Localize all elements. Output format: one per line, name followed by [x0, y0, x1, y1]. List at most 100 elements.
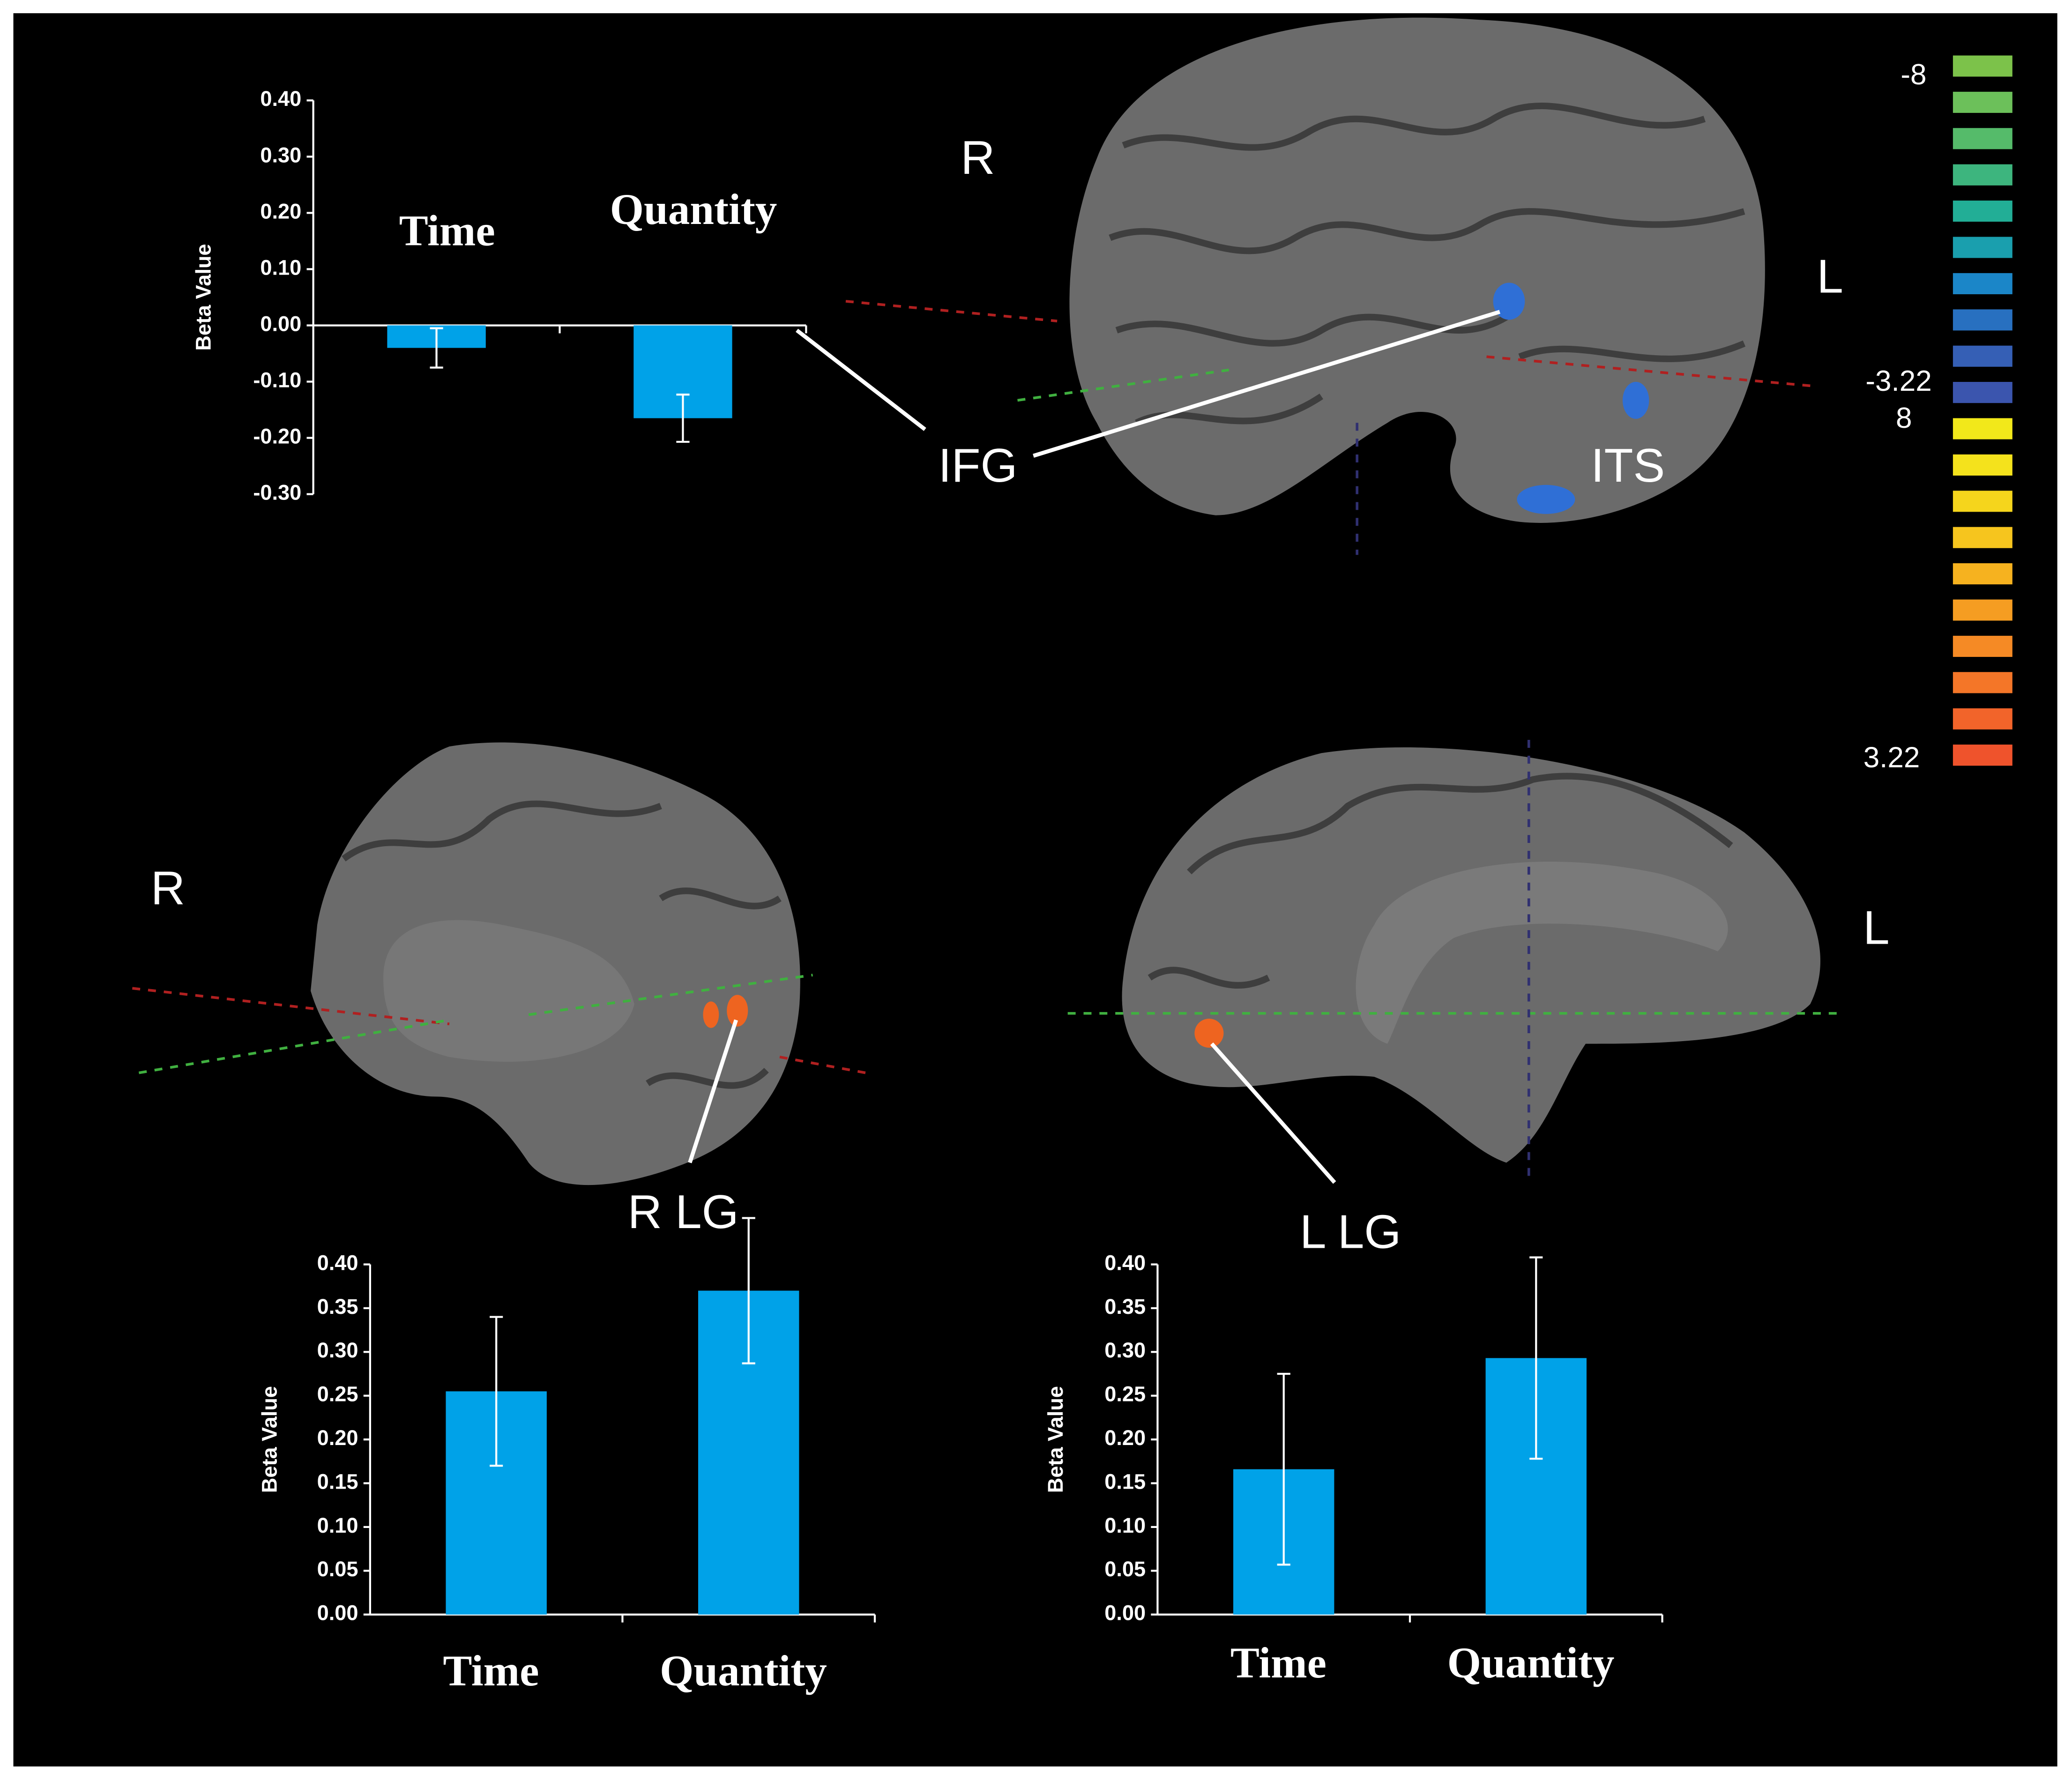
error-bar [1529, 1256, 1543, 1460]
leader-line [688, 1019, 738, 1163]
error-bar [1277, 1372, 1290, 1566]
brain-medial [1356, 861, 1728, 1044]
leader-line [1033, 310, 1500, 458]
y-tick-label: 0.25 [317, 1382, 358, 1406]
brain-bottom-left [132, 742, 866, 1185]
y-tick-label: 0.40 [317, 1251, 358, 1274]
colorbar-label: -8 [1901, 59, 1926, 91]
colorbar-swatch [1953, 599, 2012, 621]
category-label: Quantity [660, 1647, 827, 1695]
y-tick-label: 0.30 [1104, 1338, 1146, 1362]
y-tick-label: -0.20 [253, 424, 301, 448]
activation-blob [727, 995, 748, 1027]
y-tick-label: 0.40 [1104, 1251, 1146, 1274]
y-tick-label: 0.20 [317, 1426, 358, 1450]
brain-surface [1122, 747, 1820, 1163]
bar-chart: 0.00 0.05 0.10 0.15 0.20 0.25 0.30 0.35 0.40 Beta… [257, 1217, 876, 1695]
category-label: Time [443, 1647, 539, 1695]
brain-top [845, 17, 1811, 555]
y-tick-label: 0.15 [1104, 1469, 1146, 1493]
activation-blob [1194, 1019, 1224, 1048]
crosshair [132, 987, 450, 1026]
annotation: R [151, 861, 185, 915]
colorbar-swatch [1953, 201, 2012, 222]
brain-gyri [1109, 102, 1746, 426]
annotation: IFG [938, 439, 1017, 492]
annotation: L LG [1300, 1205, 1401, 1258]
y-tick-label: 0.10 [317, 1513, 358, 1537]
crosshair [138, 1019, 450, 1074]
y-tick-label: 0.40 [260, 87, 301, 111]
colorbar-swatch [1953, 55, 2012, 77]
y-tick-label: 0.20 [260, 199, 301, 223]
activation-blob [1493, 283, 1525, 320]
leader-lines [688, 310, 1500, 1184]
y-axis-title: Beta Value [191, 244, 215, 350]
colorbar-swatch [1953, 491, 2012, 512]
y-axis-title: Beta Value [257, 1386, 281, 1493]
colorbar-label: -3.22 [1865, 365, 1931, 397]
y-tick-label: 0.30 [317, 1338, 358, 1362]
error-bar [676, 393, 690, 443]
y-tick-label: 0.00 [317, 1601, 358, 1625]
colorbar-swatch [1953, 345, 2012, 367]
colorbar-swatch [1953, 563, 2012, 585]
category-label: Quantity [1447, 1639, 1615, 1687]
annotation: ITS [1591, 439, 1665, 492]
colorbar-swatch [1953, 635, 2012, 657]
colorbar-swatch [1953, 527, 2012, 548]
error-bar [490, 1316, 503, 1467]
y-tick-label: -0.10 [253, 368, 301, 392]
category-label: Quantity [610, 186, 777, 234]
annotation: R LG [628, 1185, 739, 1238]
colorbar-swatch [1953, 454, 2012, 476]
colorbar-swatch [1953, 382, 2012, 403]
colorbar-swatch [1953, 745, 2012, 766]
crosshair [1017, 368, 1230, 402]
crosshair [1486, 355, 1811, 387]
colorbar-swatch [1953, 418, 2012, 440]
error-bar [430, 327, 443, 369]
colorbar-swatch [1953, 237, 2012, 258]
colorbar-swatch [1953, 128, 2012, 149]
annotation: R [961, 131, 995, 184]
y-tick-label: 0.00 [1104, 1601, 1146, 1625]
y-tick-label: -0.30 [253, 481, 301, 505]
bar-chart: 0.00 0.05 0.10 0.15 0.20 0.25 0.30 0.35 0.40 Beta… [1043, 1251, 1663, 1687]
y-tick-label: 0.35 [1104, 1295, 1146, 1319]
y-tick-label: 0.05 [1104, 1557, 1146, 1581]
category-label: Time [1230, 1639, 1327, 1687]
annotation: L [1817, 250, 1843, 303]
y-tick-label: 0.00 [260, 312, 301, 335]
crosshair [845, 300, 1058, 323]
activation-blob [1517, 484, 1575, 514]
y-tick-label: 0.10 [260, 255, 301, 279]
y-axis-title: Beta Value [1043, 1386, 1067, 1493]
colorbar-swatch [1953, 164, 2012, 186]
colorbar-label: 3.22 [1863, 742, 1920, 774]
brain-gyri [1148, 773, 1733, 989]
brain-gyri [342, 800, 782, 1089]
y-tick-label: 0.20 [1104, 1426, 1146, 1450]
y-tick-label: 0.25 [1104, 1382, 1146, 1406]
brain-bottom-right [1067, 740, 1843, 1183]
y-tick-label: 0.15 [317, 1469, 358, 1493]
brain-medial [383, 920, 634, 1062]
colorbar-swatch [1953, 672, 2012, 693]
activation-blob [703, 1001, 719, 1028]
leader-line [1210, 1042, 1336, 1184]
y-tick-label: 0.10 [1104, 1513, 1146, 1537]
error-bar [742, 1217, 755, 1364]
colorbar-swatch [1953, 309, 2012, 331]
colorbar-swatch [1953, 273, 2012, 294]
y-tick-label: 0.30 [260, 143, 301, 167]
y-tick-label: 0.05 [317, 1557, 358, 1581]
category-label: Time [399, 207, 495, 255]
colorbar-swatch [1953, 91, 2012, 113]
y-tick-label: 0.35 [317, 1295, 358, 1319]
colorbar-swatch [1953, 708, 2012, 730]
activation-blob [1622, 381, 1649, 419]
annotation: L [1863, 901, 1889, 954]
